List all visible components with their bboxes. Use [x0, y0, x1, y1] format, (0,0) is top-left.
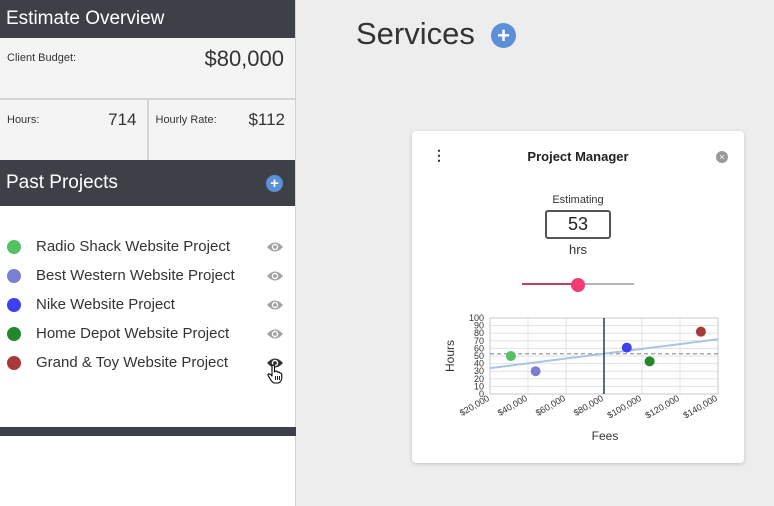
hours-stat: Hours: 714	[0, 100, 147, 160]
project-name: Radio Shack Website Project	[36, 238, 230, 255]
project-name: Nike Website Project	[36, 296, 175, 313]
y-axis-label: Hours	[443, 340, 457, 372]
eye-icon[interactable]	[266, 357, 284, 369]
y-tick-label: 70	[474, 336, 484, 346]
data-point	[530, 366, 541, 377]
x-tick-label: $100,000	[605, 393, 643, 420]
services-title: Services	[356, 16, 475, 51]
x-tick-label: $140,000	[681, 393, 719, 420]
hourly-rate-label: Hourly Rate:	[155, 114, 217, 126]
project-color-dot	[7, 326, 21, 341]
hours-slider[interactable]	[522, 278, 634, 292]
project-color-dot	[7, 297, 21, 312]
estimate-overview-title: Estimate Overview	[6, 8, 165, 29]
card-title: Project Manager	[527, 149, 629, 164]
project-item-best-western[interactable]: Best Western Website Project	[0, 261, 295, 290]
eye-icon[interactable]	[266, 299, 284, 311]
eye-icon[interactable]	[266, 241, 284, 253]
project-color-dot	[7, 268, 21, 283]
x-axis-label: Fees	[592, 429, 619, 443]
project-name: Best Western Website Project	[36, 267, 235, 284]
project-list: Radio Shack Website Project Best Western…	[0, 206, 295, 377]
hourly-rate-value: $112	[248, 110, 285, 129]
add-project-icon[interactable]: +	[266, 174, 283, 192]
project-item-nike[interactable]: Nike Website Project	[0, 290, 295, 319]
y-tick-label: 20	[474, 374, 484, 384]
hourly-rate-stat: Hourly Rate: $112	[146, 100, 296, 160]
x-tick-label: $20,000	[458, 393, 491, 418]
x-tick-label: $80,000	[572, 393, 605, 418]
client-budget-stat: Client Budget: $80,000	[0, 38, 295, 100]
y-tick-label: 100	[469, 313, 484, 323]
data-point	[644, 356, 655, 367]
client-budget-value: $80,000	[204, 46, 284, 71]
estimate-overview-header: Estimate Overview	[0, 0, 295, 38]
y-tick-label: 80	[474, 328, 484, 338]
y-tick-label: 40	[474, 359, 484, 369]
client-budget-label: Client Budget:	[7, 52, 77, 64]
past-projects-title: Past Projects	[6, 172, 118, 193]
eye-icon[interactable]	[266, 270, 284, 282]
y-tick-label: 50	[474, 351, 484, 361]
estimate-sidebar: Estimate Overview Client Budget: $80,000…	[0, 0, 296, 506]
add-service-icon[interactable]: +	[491, 23, 516, 48]
y-tick-label: 60	[474, 343, 484, 353]
project-color-dot	[7, 239, 21, 254]
data-point	[695, 326, 706, 337]
y-tick-label: 30	[474, 366, 484, 376]
hand-cursor-icon	[267, 364, 283, 384]
x-tick-label: $120,000	[643, 393, 681, 420]
y-tick-label: 90	[474, 321, 484, 331]
sidebar-footer-bar	[0, 427, 296, 436]
hours-label: Hours:	[7, 114, 40, 126]
hours-value: 714	[108, 110, 137, 129]
data-point	[621, 342, 632, 353]
slider-fill	[522, 283, 578, 285]
close-icon[interactable]: ×	[716, 151, 728, 163]
data-point	[505, 351, 516, 361]
y-tick-label: 0	[479, 389, 484, 399]
project-item-grand-and-toy[interactable]: Grand & Toy Website Project	[0, 348, 295, 377]
past-projects-header: Past Projects +	[0, 160, 295, 206]
x-tick-label: $60,000	[534, 393, 567, 418]
estimating-label: Estimating	[552, 194, 604, 206]
project-item-home-depot[interactable]: Home Depot Website Project	[0, 319, 295, 348]
project-name: Grand & Toy Website Project	[36, 354, 229, 371]
y-tick-label: 10	[474, 381, 484, 391]
hours-rate-row: Hours: 714 Hourly Rate: $112	[0, 100, 295, 160]
estimate-unit-label: hrs	[568, 242, 588, 257]
project-name: Home Depot Website Project	[36, 325, 230, 342]
slider-knob[interactable]	[571, 278, 585, 292]
slider-track	[578, 283, 634, 285]
estimate-hours-input[interactable]: 53	[545, 210, 611, 239]
x-tick-label: $40,000	[496, 393, 529, 418]
project-color-dot	[7, 355, 21, 370]
project-item-radio-shack[interactable]: Radio Shack Website Project	[0, 232, 295, 261]
eye-icon[interactable]	[266, 328, 284, 340]
